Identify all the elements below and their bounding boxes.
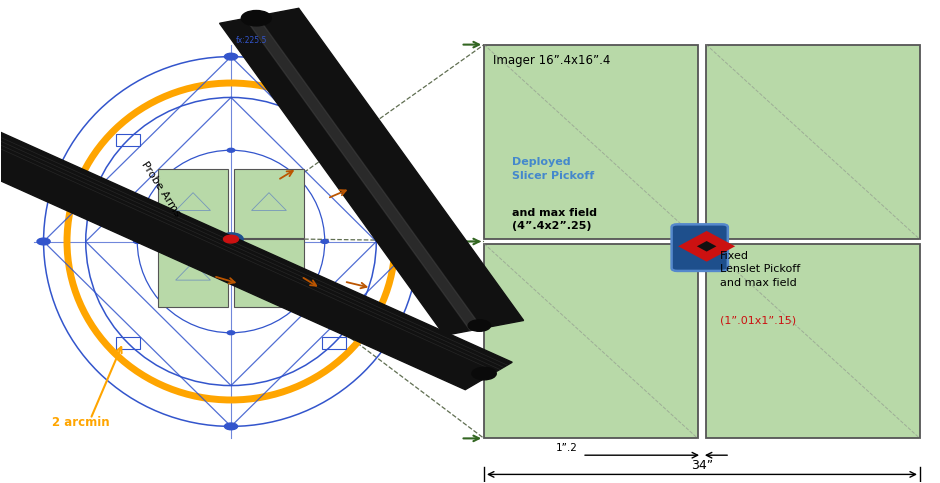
Text: 2 arcmin: 2 arcmin — [53, 416, 110, 429]
FancyBboxPatch shape — [671, 224, 728, 271]
Bar — [484, 243, 697, 439]
Text: Imager 16”.4x16”.4: Imager 16”.4x16”.4 — [494, 54, 611, 67]
Circle shape — [133, 240, 141, 243]
Polygon shape — [0, 122, 512, 390]
Text: and max field
(4”.4x2”.25): and max field (4”.4x2”.25) — [512, 208, 597, 231]
Text: fx:225.5: fx:225.5 — [236, 36, 267, 44]
Bar — [158, 239, 228, 307]
Circle shape — [242, 11, 272, 26]
Circle shape — [321, 240, 328, 243]
Circle shape — [225, 423, 238, 430]
Bar — [706, 44, 920, 240]
Bar — [484, 44, 697, 240]
Polygon shape — [245, 16, 482, 330]
Circle shape — [412, 238, 425, 245]
Circle shape — [225, 53, 238, 60]
Text: Fixed
Lenslet Pickoff
and max field: Fixed Lenslet Pickoff and max field — [720, 251, 801, 287]
Text: Deployed
Slicer Pickoff: Deployed Slicer Pickoff — [512, 157, 594, 181]
Circle shape — [472, 367, 496, 380]
Text: 34”: 34” — [691, 459, 713, 471]
Circle shape — [219, 233, 243, 245]
Bar — [234, 170, 305, 238]
Circle shape — [37, 238, 50, 245]
Text: 1”.2: 1”.2 — [556, 443, 577, 454]
Text: Probe Arms: Probe Arms — [139, 159, 182, 218]
Circle shape — [468, 320, 491, 331]
Polygon shape — [220, 8, 524, 335]
Bar — [158, 170, 228, 238]
Polygon shape — [678, 231, 735, 262]
Circle shape — [227, 148, 235, 152]
Text: (1”.01x1”.15): (1”.01x1”.15) — [720, 316, 796, 326]
Circle shape — [224, 235, 239, 243]
Bar — [234, 239, 305, 307]
Bar — [706, 243, 920, 439]
Polygon shape — [697, 241, 716, 252]
Circle shape — [227, 331, 235, 335]
